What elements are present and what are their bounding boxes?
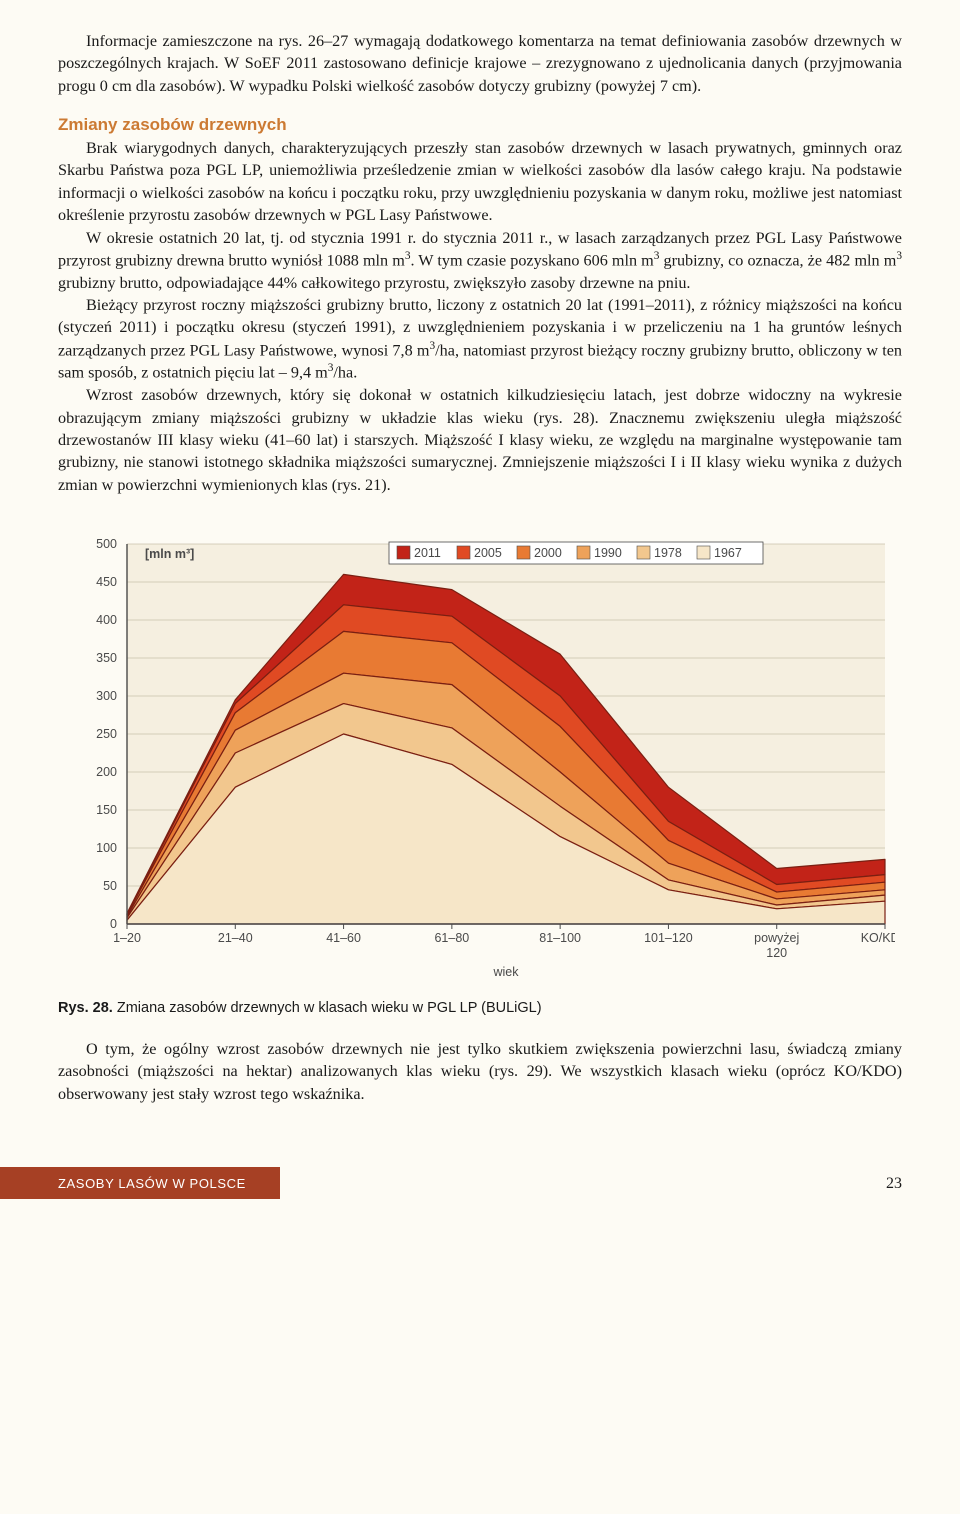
svg-text:61–80: 61–80 bbox=[434, 931, 469, 945]
svg-text:500: 500 bbox=[96, 537, 117, 551]
paragraph-4: Bieżący przyrost roczny miąższości grubi… bbox=[58, 294, 902, 384]
svg-text:0: 0 bbox=[110, 917, 117, 931]
p4c-text: /ha. bbox=[333, 364, 357, 382]
svg-text:2000: 2000 bbox=[534, 546, 562, 560]
svg-text:1–20: 1–20 bbox=[113, 931, 141, 945]
paragraph-2: Brak wiarygodnych danych, charakteryzują… bbox=[58, 137, 902, 226]
svg-text:1967: 1967 bbox=[714, 546, 742, 560]
svg-text:1978: 1978 bbox=[654, 546, 682, 560]
chart-area: 0 50 100 150 200 250 300 350 400 450 500 1–20 21–40 4… bbox=[65, 524, 895, 984]
page-footer: ZASOBY LASÓW W POLSCE 23 bbox=[0, 1155, 960, 1199]
page-number: 23 bbox=[886, 1175, 902, 1193]
figure-caption: Rys. 28. Zmiana zasobów drzewnych w klas… bbox=[58, 998, 902, 1018]
svg-text:400: 400 bbox=[96, 613, 117, 627]
svg-text:21–40: 21–40 bbox=[218, 931, 253, 945]
caption-text: Zmiana zasobów drzewnych w klasach wieku… bbox=[113, 1000, 542, 1016]
svg-text:120: 120 bbox=[766, 946, 787, 960]
footer-section-label: ZASOBY LASÓW W POLSCE bbox=[0, 1167, 280, 1199]
paragraph-intro: Informacje zamieszczone na rys. 26–27 wy… bbox=[58, 30, 902, 97]
paragraph-6: O tym, że ogólny wzrost zasobów drzewnyc… bbox=[58, 1038, 902, 1105]
svg-text:1990: 1990 bbox=[594, 546, 622, 560]
svg-text:101–120: 101–120 bbox=[644, 931, 693, 945]
paragraph-5: Wzrost zasobów drzewnych, który się doko… bbox=[58, 384, 902, 496]
svg-text:450: 450 bbox=[96, 575, 117, 589]
svg-text:200: 200 bbox=[96, 765, 117, 779]
svg-text:81–100: 81–100 bbox=[539, 931, 581, 945]
svg-text:300: 300 bbox=[96, 689, 117, 703]
svg-text:powyżej: powyżej bbox=[754, 931, 799, 945]
svg-text:KO/KDO: KO/KDO bbox=[861, 931, 895, 945]
svg-text:150: 150 bbox=[96, 803, 117, 817]
svg-text:41–60: 41–60 bbox=[326, 931, 361, 945]
section-heading: Zmiany zasobów drzewnych bbox=[58, 115, 902, 135]
svg-text:50: 50 bbox=[103, 879, 117, 893]
svg-text:100: 100 bbox=[96, 841, 117, 855]
caption-label: Rys. 28. bbox=[58, 1000, 113, 1016]
p3b-text: . W tym czasie pozyskano 606 mln m bbox=[410, 251, 653, 269]
svg-text:250: 250 bbox=[96, 727, 117, 741]
paragraph-3: W okresie ostatnich 20 lat, tj. od stycz… bbox=[58, 227, 902, 294]
svg-text:2011: 2011 bbox=[414, 546, 441, 560]
svg-text:wiek: wiek bbox=[492, 965, 519, 979]
svg-text:2005: 2005 bbox=[474, 546, 502, 560]
p3d-text: grubizny brutto, odpowiadające 44% całko… bbox=[58, 274, 690, 292]
p3c-text: grubizny, co oznacza, że 482 mln m bbox=[659, 251, 896, 269]
svg-text:[mln m³]: [mln m³] bbox=[145, 547, 194, 561]
svg-text:350: 350 bbox=[96, 651, 117, 665]
